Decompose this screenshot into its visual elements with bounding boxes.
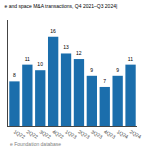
svg-text:1Q22: 1Q22 xyxy=(13,128,27,139)
svg-text:11: 11 xyxy=(25,56,30,62)
svg-text:13: 13 xyxy=(63,44,69,50)
svg-text:4Q23: 4Q23 xyxy=(103,128,117,139)
svg-text:2Q23: 2Q23 xyxy=(77,128,91,139)
svg-text:8: 8 xyxy=(13,72,16,78)
svg-text:16: 16 xyxy=(50,28,56,34)
svg-text:e Foundation database: e Foundation database xyxy=(10,141,61,147)
svg-text:12: 12 xyxy=(76,50,82,56)
svg-text:e and space M&A transactions,: e and space M&A transactions, Q4 2021–Q3… xyxy=(5,3,118,9)
svg-text:1Q24: 1Q24 xyxy=(116,128,130,139)
svg-text:9: 9 xyxy=(90,67,93,73)
svg-text:10: 10 xyxy=(37,61,43,67)
svg-text:2Q24: 2Q24 xyxy=(129,128,143,139)
svg-text:3Q22: 3Q22 xyxy=(39,128,53,139)
svg-text:9: 9 xyxy=(116,67,119,73)
svg-text:2Q22: 2Q22 xyxy=(26,128,40,139)
svg-text:1Q23: 1Q23 xyxy=(64,128,78,139)
svg-text:4Q22: 4Q22 xyxy=(51,128,65,139)
svg-text:3Q23: 3Q23 xyxy=(90,128,104,139)
svg-text:11: 11 xyxy=(128,56,133,62)
svg-text:7: 7 xyxy=(103,78,106,84)
